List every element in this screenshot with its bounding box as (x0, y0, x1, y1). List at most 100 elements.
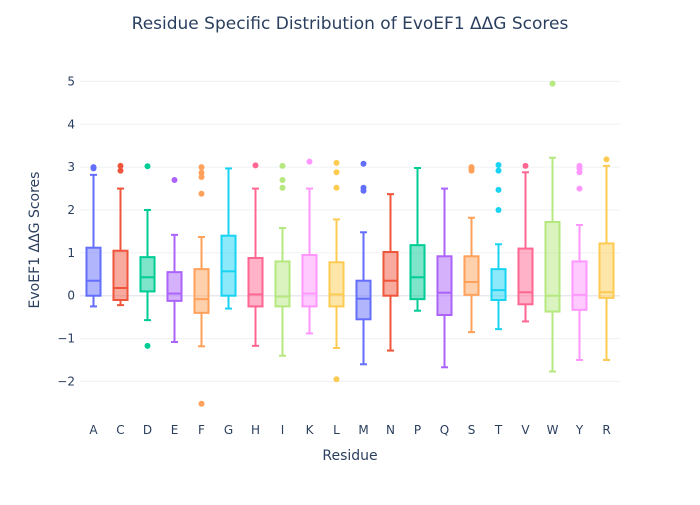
x-tick-label: W (547, 423, 559, 437)
outlier-point (333, 159, 340, 166)
outlier-point (198, 400, 205, 407)
outlier-point (144, 342, 151, 349)
iqr-box (220, 234, 237, 297)
outlier-point (495, 186, 502, 193)
outlier-point (117, 162, 124, 169)
box-v (517, 162, 534, 323)
iqr-box (301, 254, 318, 308)
x-tick-label: M (358, 423, 368, 437)
iqr-box (544, 221, 561, 313)
box-m (355, 160, 372, 366)
x-tick-label: L (333, 423, 340, 437)
box-e (166, 177, 183, 343)
outlier-point (144, 163, 151, 170)
y-tick-label: 4 (67, 117, 75, 131)
x-tick-label: K (306, 423, 315, 437)
outlier-point (279, 162, 286, 169)
iqr-box (409, 244, 426, 301)
x-tick-label: C (116, 423, 124, 437)
box-q (436, 187, 453, 369)
box-d (139, 163, 156, 349)
y-axis-title: EvoEF1 ΔΔG Scores (27, 172, 43, 309)
chart-title: Residue Specific Distribution of EvoEF1 … (132, 14, 569, 34)
outlier-point (333, 184, 340, 191)
box-g (220, 167, 237, 310)
box-f (193, 164, 210, 407)
outlier-point (468, 164, 475, 171)
outlier-point (90, 164, 97, 171)
box-h (247, 162, 264, 347)
box-k (301, 158, 318, 335)
outlier-point (576, 185, 583, 192)
outlier-point (333, 169, 340, 176)
box-t (490, 162, 507, 331)
box-p (409, 167, 426, 312)
x-tick-label: N (386, 423, 395, 437)
x-tick-label: Y (575, 423, 584, 437)
iqr-box (355, 279, 372, 321)
iqr-box (571, 260, 588, 311)
outlier-point (279, 177, 286, 183)
y-tick-label: −2 (57, 374, 75, 388)
outlier-point (522, 162, 529, 169)
iqr-box (517, 247, 534, 306)
outlier-point (495, 162, 502, 168)
y-tick-label: 2 (67, 203, 75, 217)
iqr-box (139, 256, 156, 293)
outlier-point (360, 184, 367, 191)
y-tick-label: −1 (57, 332, 75, 346)
outlier-point (198, 164, 205, 171)
y-tick-label: 1 (67, 246, 75, 260)
iqr-box (463, 255, 480, 296)
iqr-box (382, 251, 399, 297)
outlier-point (576, 162, 583, 169)
box-n (382, 193, 399, 352)
outlier-point (171, 177, 178, 183)
x-tick-label: F (198, 423, 205, 437)
x-tick-label: A (89, 423, 98, 437)
outlier-point (198, 174, 205, 180)
outlier-point (279, 184, 286, 191)
iqr-box (274, 260, 291, 308)
box-r (598, 156, 615, 361)
box-w (544, 80, 561, 373)
iqr-box (166, 271, 183, 302)
outlier-point (252, 162, 259, 169)
outlier-point (495, 207, 502, 213)
outlier-point (198, 169, 205, 176)
iqr-box (328, 261, 345, 308)
x-tick-label: T (494, 423, 503, 437)
x-axis-title: Residue (322, 448, 377, 464)
iqr-box (247, 257, 264, 308)
iqr-box (436, 255, 453, 316)
x-tick-label: E (171, 423, 179, 437)
outlier-point (549, 80, 556, 87)
box-c (112, 162, 129, 307)
x-tick-label: P (414, 423, 421, 437)
iqr-box (112, 249, 129, 301)
x-tick-label: H (251, 423, 260, 437)
x-tick-label: V (521, 423, 530, 437)
x-tick-label: I (281, 423, 285, 437)
x-tick-label: D (143, 423, 152, 437)
y-tick-label: 5 (67, 74, 75, 88)
box-i (274, 162, 291, 357)
x-tick-label: R (602, 423, 610, 437)
x-tick-label: G (224, 423, 233, 437)
outlier-point (333, 376, 340, 383)
box-y (571, 162, 588, 361)
outlier-point (198, 190, 205, 197)
outlier-point (360, 160, 367, 167)
outlier-point (306, 158, 313, 165)
box-l (328, 159, 345, 383)
iqr-box (193, 268, 210, 314)
x-tick-label: S (468, 423, 476, 437)
x-tick-label: Q (440, 423, 449, 437)
outlier-point (603, 156, 610, 163)
y-tick-label: 0 (67, 289, 75, 303)
axis-layer: −2 −1 0 1 2 3 4 5 A C D E F G H I K L M N P Q S T V W Y R (57, 74, 610, 437)
y-tick-label: 3 (67, 160, 75, 174)
box-a (85, 164, 102, 308)
